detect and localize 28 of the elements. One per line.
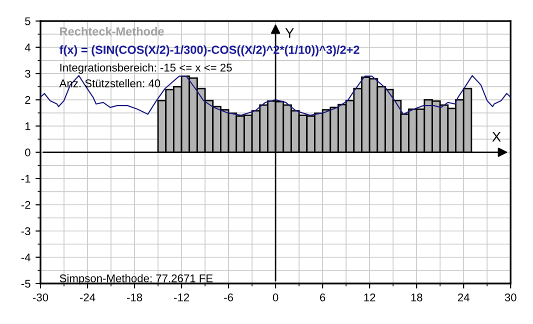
y-tick-label: -1 bbox=[21, 174, 30, 183]
x-tick-label: -6 bbox=[224, 294, 233, 302]
annotation: Integrationsbereich: -15 <= x <= 25 bbox=[60, 63, 232, 74]
chart-title: Rechteck-Methode bbox=[60, 26, 164, 36]
y-tick-label: -5 bbox=[21, 280, 30, 288]
line-series bbox=[40, 75, 511, 116]
x-tick-label: -30 bbox=[32, 294, 48, 302]
x-tick-label: 24 bbox=[458, 294, 470, 302]
y-axis-title: Y bbox=[285, 28, 294, 38]
y-tick-label: -2 bbox=[21, 201, 30, 209]
x-tick-label: 30 bbox=[504, 294, 516, 302]
y-tick-label: 4 bbox=[24, 44, 30, 52]
y-tick-label: -4 bbox=[21, 254, 30, 262]
x-tick-label: 18 bbox=[411, 294, 422, 302]
x-tick-label: -18 bbox=[126, 294, 142, 302]
x-tick-label: -24 bbox=[80, 294, 96, 302]
y-tick-label: 5 bbox=[25, 17, 30, 26]
y-tick-label: 1 bbox=[25, 122, 30, 130]
x-axis-title: X bbox=[492, 132, 501, 142]
annotation: Simpson-Methode: 77.2671 FE bbox=[60, 274, 213, 284]
y-tick-label: -3 bbox=[21, 227, 30, 236]
y-tick-label: 2 bbox=[25, 96, 30, 104]
x-tick-label: 0 bbox=[272, 294, 278, 302]
x-tick-label: 12 bbox=[364, 294, 376, 302]
x-tick-label: -12 bbox=[174, 294, 190, 302]
y-tick-label: 3 bbox=[25, 70, 30, 78]
y-tick-label: 0 bbox=[25, 148, 30, 156]
x-tick-label: 6 bbox=[320, 294, 326, 302]
